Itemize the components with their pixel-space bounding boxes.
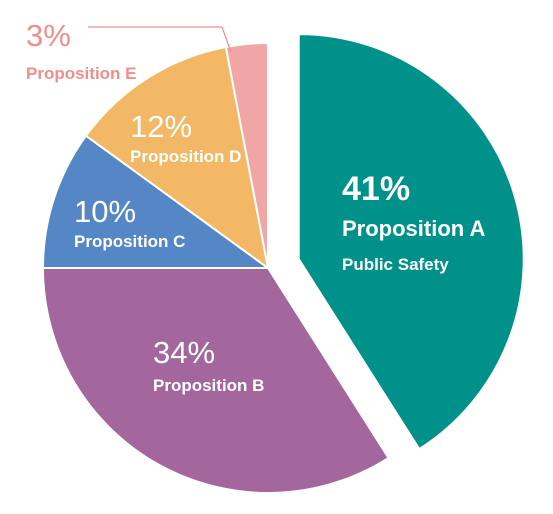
pie-slice-proposition-a [297,33,525,451]
slice-d-percent: 12% [130,109,192,144]
slice-b-percent: 34% [153,335,215,370]
pie-slice-proposition-c [41,134,272,269]
slice-d-label: Proposition D [130,147,241,166]
pie-slice-proposition-b [41,267,390,494]
slice-a-sublabel: Public Safety [342,255,449,274]
slice-e-percent: 3% [26,18,71,53]
slice-c-label: Proposition C [74,232,185,251]
slice-b-label: Proposition B [153,376,264,395]
proposition-e-leader-line-diagonal [221,26,232,53]
pie-slices [41,33,525,494]
slice-a-percent: 41% [342,170,410,208]
slice-e-label: Proposition E [26,64,137,83]
slice-a-label: Proposition A [342,216,486,241]
pie-slice-proposition-d [84,45,270,271]
pie-slice-proposition-e [224,41,269,269]
slice-c-percent: 10% [74,194,136,229]
